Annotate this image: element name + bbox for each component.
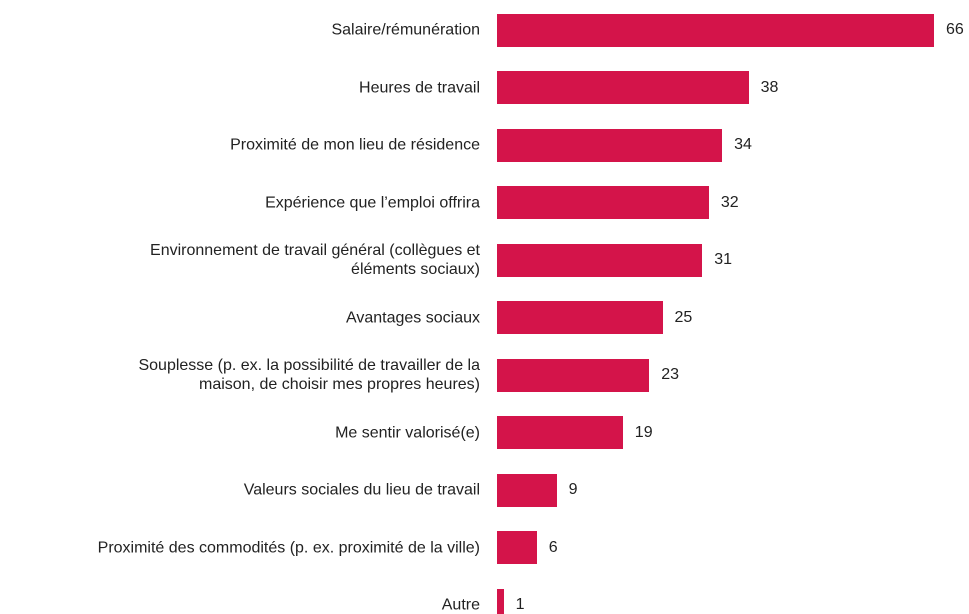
bar	[497, 301, 663, 334]
value-label: 6	[548, 538, 558, 556]
value-label: 32	[720, 193, 739, 211]
bar	[497, 473, 557, 507]
value-label: 1	[515, 596, 525, 613]
category-label: Avantages sociaux	[345, 309, 480, 326]
value-label: 25	[674, 308, 693, 326]
category-label: Heures de travail	[359, 79, 480, 96]
category-label: Proximité des commodités (p. ex. proximi…	[97, 539, 480, 556]
bar	[497, 358, 650, 392]
bar	[497, 71, 749, 104]
value-label: 66	[946, 21, 964, 38]
bar	[497, 243, 703, 277]
value-label: 23	[661, 366, 680, 383]
value-label: 31	[714, 251, 733, 268]
bar	[497, 531, 537, 564]
category-label: Valeurs sociales du lieu de travail	[243, 481, 480, 499]
value-label: 9	[568, 481, 578, 498]
bar	[497, 128, 723, 162]
bar	[497, 186, 709, 219]
category-label: Autre	[441, 596, 480, 614]
value-label: 34	[734, 136, 752, 153]
bar	[497, 13, 934, 47]
bar	[497, 416, 623, 449]
category-label: Souplesse (p. ex. la possibilité de trav…	[138, 357, 480, 393]
bar	[497, 588, 504, 614]
category-label: Environnement de travail général (collèg…	[150, 242, 480, 278]
category-label: Expérience que l’emploi offrira	[265, 194, 480, 211]
value-label: 19	[634, 423, 653, 441]
category-label: Proximité de mon lieu de résidence	[230, 136, 480, 154]
category-label: Salaire/rémunération	[331, 21, 480, 39]
category-label: Me sentir valorisé(e)	[335, 424, 480, 441]
value-label: 38	[760, 78, 779, 96]
